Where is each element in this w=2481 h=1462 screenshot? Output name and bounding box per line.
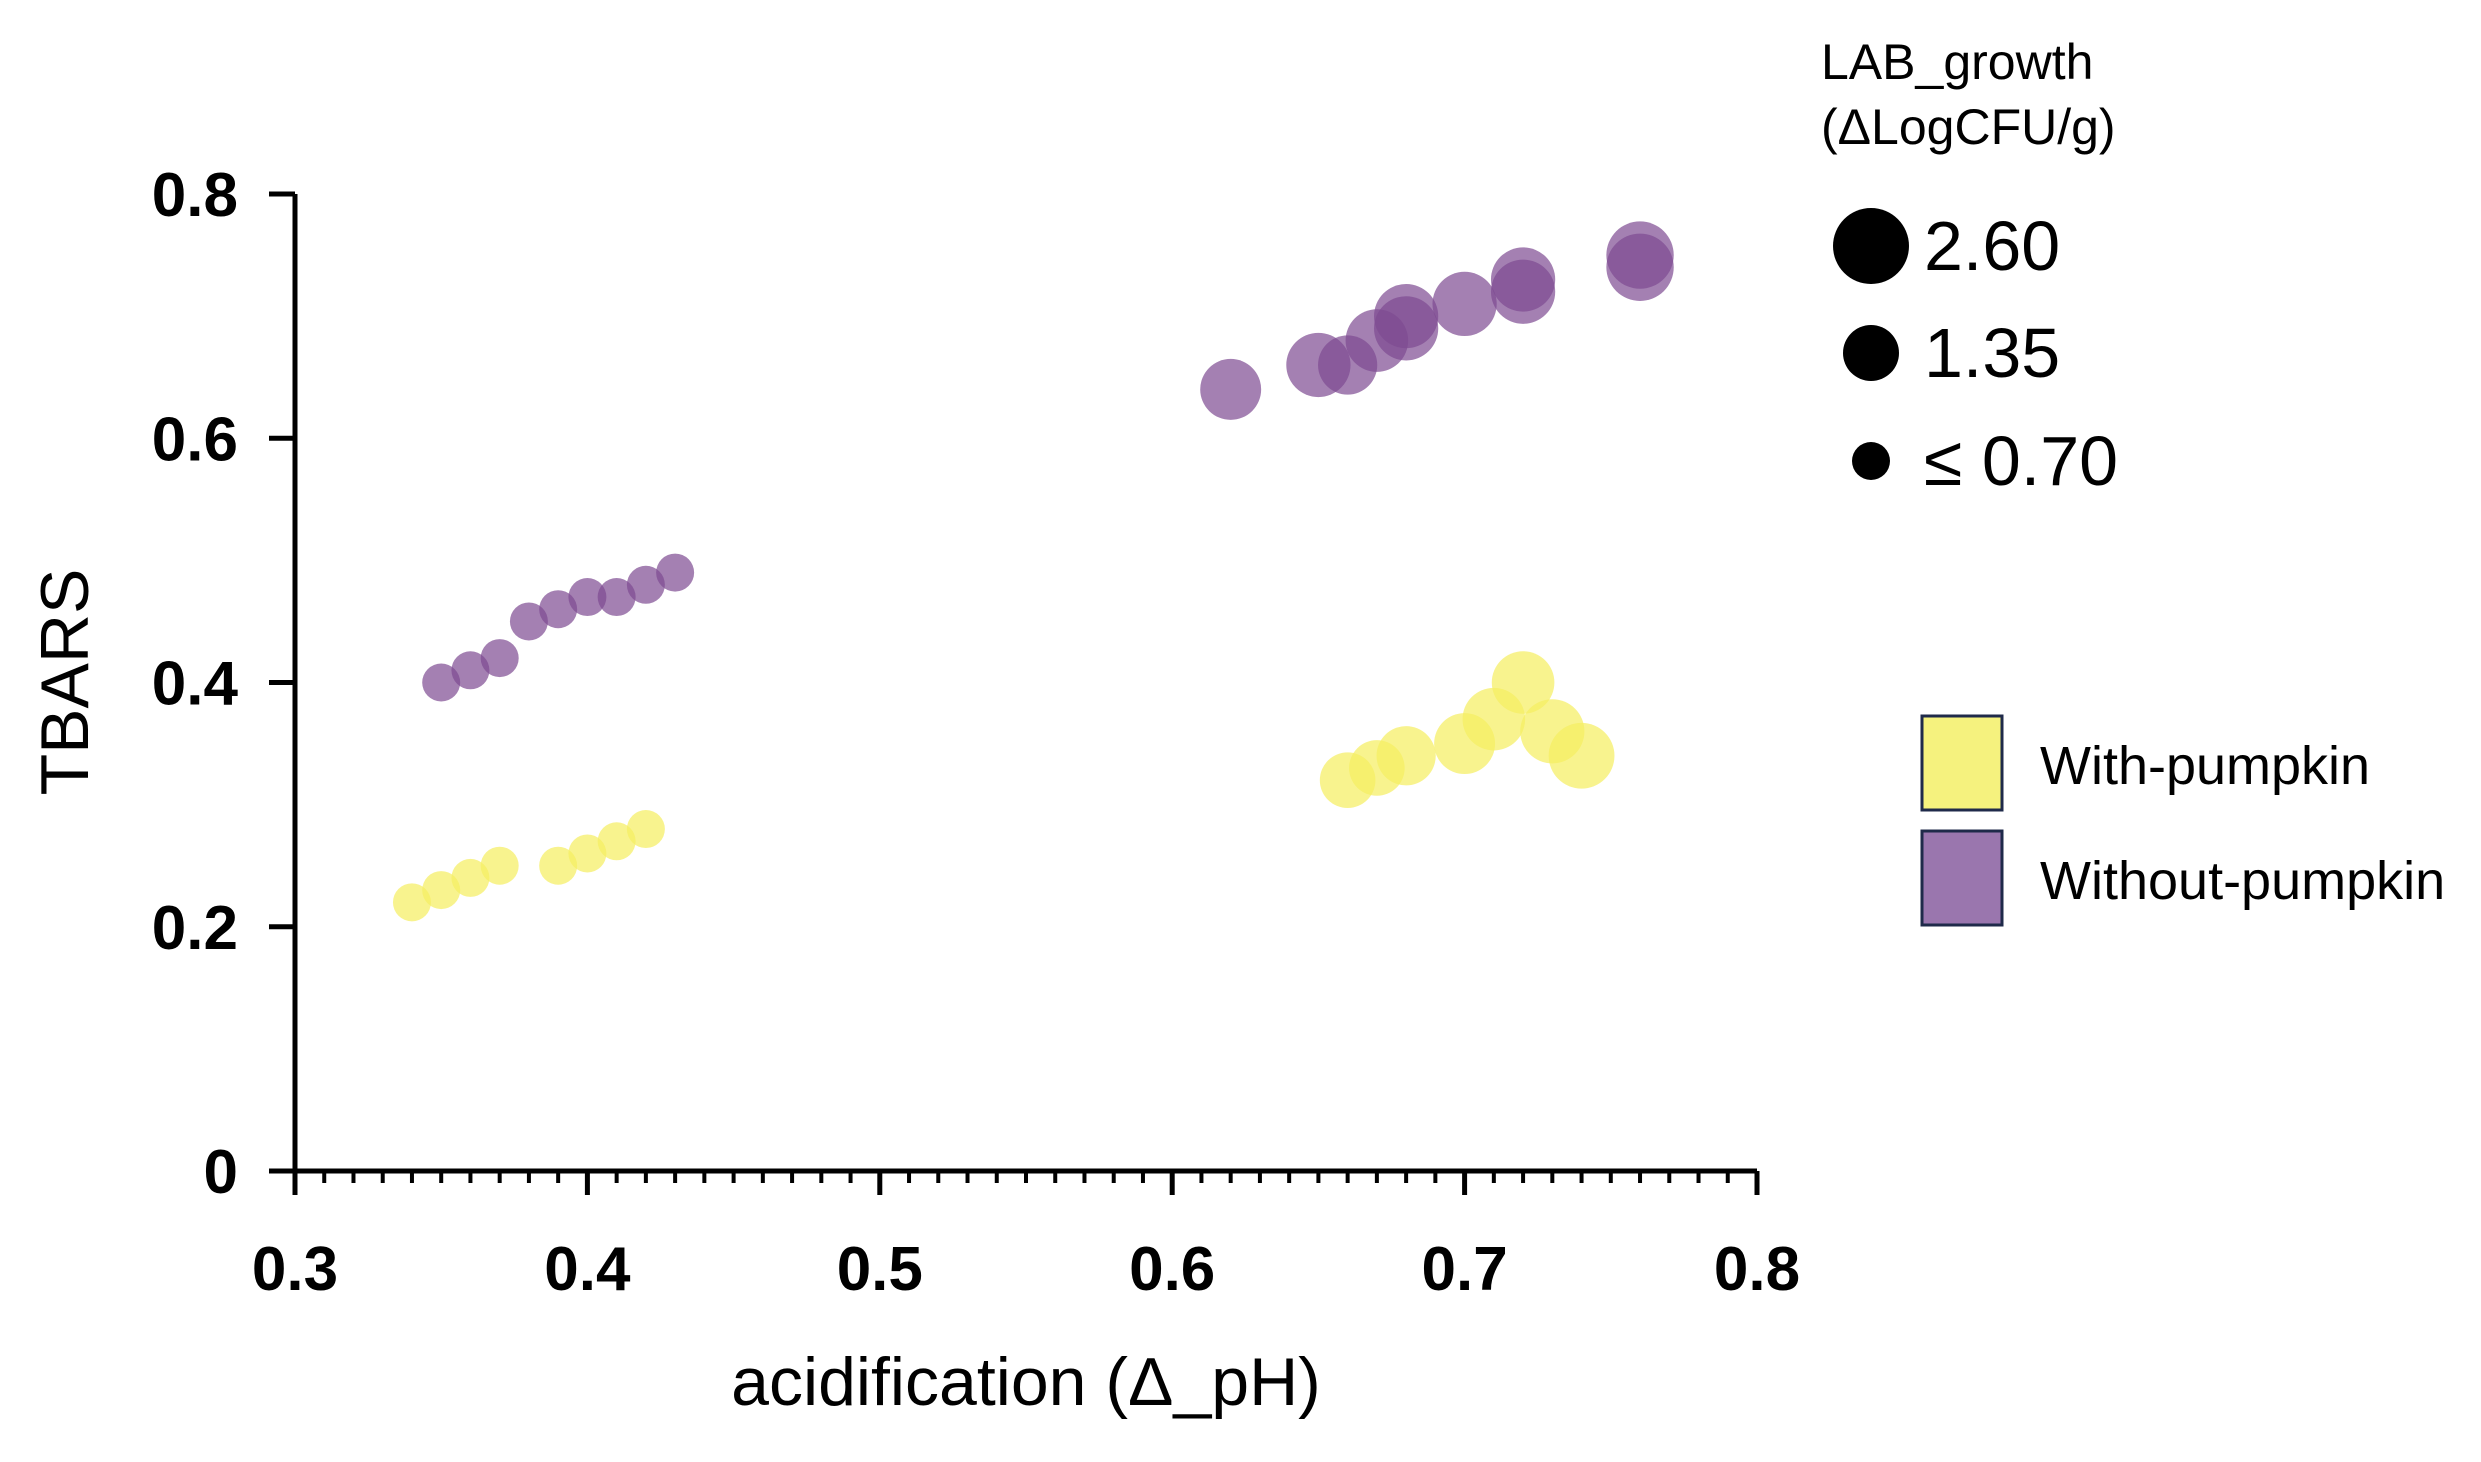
data-point [568, 834, 607, 873]
color-legend-label: Without-pumpkin [2040, 851, 2445, 911]
color-legend: With-pumpkin Without-pumpkin [1920, 714, 2445, 927]
data-point [1376, 726, 1436, 786]
y-tick-label: 0.2 [152, 894, 238, 963]
data-point [422, 871, 461, 910]
marks-layer [392, 221, 1674, 922]
y-axis-title: TBARS [27, 569, 103, 796]
size-legend-label: 1.35 [1924, 314, 2060, 392]
y-tick-label: 0.8 [152, 161, 238, 230]
x-tick-label: 0.4 [544, 1235, 631, 1304]
size-legend-entries: 2.60 1.35 ≤ 0.70 [1833, 207, 2118, 500]
x-tick-label: 0.7 [1421, 1235, 1507, 1304]
x-tick-label: 0.6 [1129, 1235, 1215, 1304]
y-ticks: 0 0.2 0.4 0.6 0.8 [152, 161, 295, 1207]
size-legend-label: ≤ 0.70 [1924, 422, 2118, 500]
color-legend-swatch [1920, 714, 2004, 812]
y-tick-label: 0.6 [152, 405, 238, 474]
size-legend-title-line1: LAB_growth [1821, 34, 2093, 90]
size-legend-marker [1852, 442, 1890, 480]
data-point [1432, 271, 1497, 337]
data-point [1374, 284, 1439, 349]
data-point [539, 590, 578, 629]
y-tick-label: 0.4 [152, 650, 239, 719]
color-legend-label: With-pumpkin [2040, 736, 2370, 796]
x-axis-title: acidification (Δ_pH) [731, 1344, 1321, 1420]
size-legend-title-line2: (ΔLogCFU/g) [1821, 99, 2116, 155]
data-point [656, 553, 695, 592]
size-legend: LAB_growth (ΔLogCFU/g) 2.60 1.35 ≤ 0.70 [1821, 34, 2118, 500]
data-point [480, 639, 519, 678]
data-point [626, 565, 665, 604]
x-tick-label: 0.8 [1714, 1235, 1800, 1304]
data-point [422, 663, 461, 702]
x-tick-label: 0.3 [252, 1235, 338, 1304]
x-ticks: 0.3 0.4 0.5 0.6 0.7 0.8 [252, 1171, 1800, 1304]
data-point [451, 651, 490, 690]
data-point [626, 810, 665, 849]
data-point [1548, 722, 1615, 789]
x-tick-label: 0.5 [837, 1235, 923, 1304]
data-point [597, 822, 636, 861]
data-point [392, 883, 431, 922]
size-legend-marker [1833, 208, 1909, 284]
data-point [539, 846, 578, 885]
data-point [480, 846, 519, 885]
data-point [1200, 358, 1262, 420]
data-point [1491, 651, 1555, 714]
data-point [568, 578, 607, 617]
color-legend-swatch [1920, 829, 2004, 927]
y-tick-label: 0 [204, 1138, 238, 1207]
data-point [1606, 221, 1674, 289]
data-point [1490, 247, 1556, 312]
data-point [597, 578, 636, 617]
size-legend-marker [1843, 325, 1899, 381]
axes-layer: 0.3 0.4 0.5 0.6 0.7 0.8 0 0.2 0.4 0.6 0.8 [152, 161, 1800, 1304]
data-point [509, 602, 548, 641]
series-with-pumpkin [392, 651, 1615, 922]
series-without-pumpkin [422, 221, 1674, 702]
data-point [451, 858, 490, 897]
size-legend-label: 2.60 [1924, 207, 2060, 285]
